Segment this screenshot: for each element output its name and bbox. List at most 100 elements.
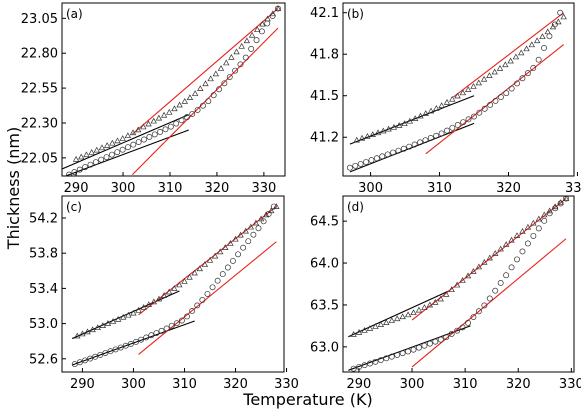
fit-line-black-d-1 <box>348 325 471 371</box>
data-point-triangle <box>227 240 234 246</box>
data-point-circle <box>245 238 252 245</box>
data-point-circle <box>92 353 99 360</box>
data-point-circle <box>465 319 471 326</box>
data-point-circle <box>487 101 494 108</box>
panel-b: 300 310 320 330 41.2 41.5 41.8 42.1 (b) <box>310 2 581 196</box>
data-point-circle <box>427 135 434 141</box>
fit-line-black-c-0 <box>71 290 180 340</box>
data-point-triangle <box>377 321 385 327</box>
data-point-circle <box>226 74 233 81</box>
x-tick-label: 310 <box>158 181 183 196</box>
data-point-circle <box>497 280 504 286</box>
data-point-triangle <box>513 232 521 238</box>
data-point-circle <box>400 145 407 152</box>
data-point-triangle <box>181 97 188 104</box>
y-tick-label: 53.0 <box>29 317 58 332</box>
data-point-circle <box>433 132 440 139</box>
data-point-triangle <box>78 153 85 160</box>
data-point-triangle <box>427 107 435 114</box>
data-point-circle <box>383 355 390 362</box>
data-point-triangle <box>140 304 147 310</box>
data-point-triangle <box>160 292 168 298</box>
data-point-circle <box>557 9 564 16</box>
data-point-triangle <box>393 315 401 322</box>
data-point-triangle <box>254 26 261 33</box>
data-point-triangle <box>422 110 429 116</box>
panel-data-c <box>71 203 280 368</box>
data-point-triangle <box>486 254 493 261</box>
data-point-triangle <box>130 309 137 316</box>
data-point-triangle <box>519 228 526 234</box>
fit-line-red-b-2 <box>452 12 564 98</box>
data-point-circle <box>417 139 423 146</box>
data-point-circle <box>97 351 104 358</box>
data-point-circle <box>470 113 477 120</box>
panels-group: 290 300 310 320 330 22.05 22.30 22.55 22.80 23.05… <box>21 2 581 392</box>
y-tick-label: 53.4 <box>29 282 58 297</box>
data-point-triangle <box>196 265 203 272</box>
data-point-triangle <box>247 223 255 230</box>
y-tick-label: 64.0 <box>310 257 339 272</box>
panel-c: 290 300 310 320 330 52.6 53.0 53.4 53.8 54.2 (c) <box>29 195 299 392</box>
y-tick-label: 52.6 <box>29 352 58 367</box>
data-point-triangle <box>83 151 90 158</box>
data-point-circle <box>514 256 520 263</box>
data-point-circle <box>260 218 267 225</box>
data-point-circle <box>357 160 364 167</box>
data-point-circle <box>76 166 83 173</box>
data-point-circle <box>546 33 553 40</box>
data-point-triangle <box>475 79 482 86</box>
data-point-circle <box>368 157 375 164</box>
data-point-circle <box>406 143 413 150</box>
data-point-circle <box>146 134 153 140</box>
data-point-circle <box>524 240 531 247</box>
data-point-triangle <box>150 298 158 305</box>
data-point-triangle <box>259 20 266 27</box>
data-point-circle <box>248 45 255 52</box>
data-point-triangle <box>415 306 423 313</box>
data-point-triangle <box>114 137 121 144</box>
data-point-circle <box>127 340 134 347</box>
data-point-circle <box>269 13 276 19</box>
y-tick-label: 42.1 <box>310 6 339 21</box>
data-point-triangle <box>369 131 376 137</box>
data-point-circle <box>546 210 553 217</box>
data-point-circle <box>162 126 169 133</box>
data-point-triangle <box>541 211 548 218</box>
data-point-circle <box>443 334 450 341</box>
data-point-circle <box>475 308 482 315</box>
data-point-circle <box>426 340 433 347</box>
data-point-circle <box>346 164 353 171</box>
data-point-triangle <box>72 155 80 162</box>
data-point-triangle <box>212 70 220 77</box>
data-point-triangle <box>176 101 183 108</box>
data-point-triangle <box>129 129 137 136</box>
data-point-triangle <box>191 269 198 276</box>
x-tick-label: 310 <box>453 377 478 392</box>
data-point-circle <box>519 75 526 82</box>
panel-a: 290 300 310 320 330 22.05 22.30 22.55 22.80 23.05… <box>21 2 286 196</box>
data-point-circle <box>438 130 445 137</box>
data-point-triangle <box>475 263 483 270</box>
data-point-circle <box>352 162 359 169</box>
data-point-triangle <box>399 313 406 320</box>
y-tick-label: 22.55 <box>21 82 58 97</box>
data-point-circle <box>535 56 542 63</box>
data-point-triangle <box>496 64 504 71</box>
data-point-circle <box>148 332 155 339</box>
data-point-circle <box>481 302 488 309</box>
data-point-circle <box>270 203 277 210</box>
data-point-circle <box>459 324 466 331</box>
data-point-circle <box>103 154 110 161</box>
data-point-triangle <box>93 146 100 153</box>
data-point-circle <box>258 28 265 35</box>
fit-line-black-a-0 <box>62 114 189 170</box>
panel-data-d <box>348 196 570 372</box>
fit-line-red-a-2 <box>132 8 279 135</box>
data-point-circle <box>224 264 231 271</box>
data-point-circle <box>194 106 201 113</box>
data-point-circle <box>205 98 212 105</box>
data-point-triangle <box>530 219 537 226</box>
data-point-circle <box>367 360 373 367</box>
